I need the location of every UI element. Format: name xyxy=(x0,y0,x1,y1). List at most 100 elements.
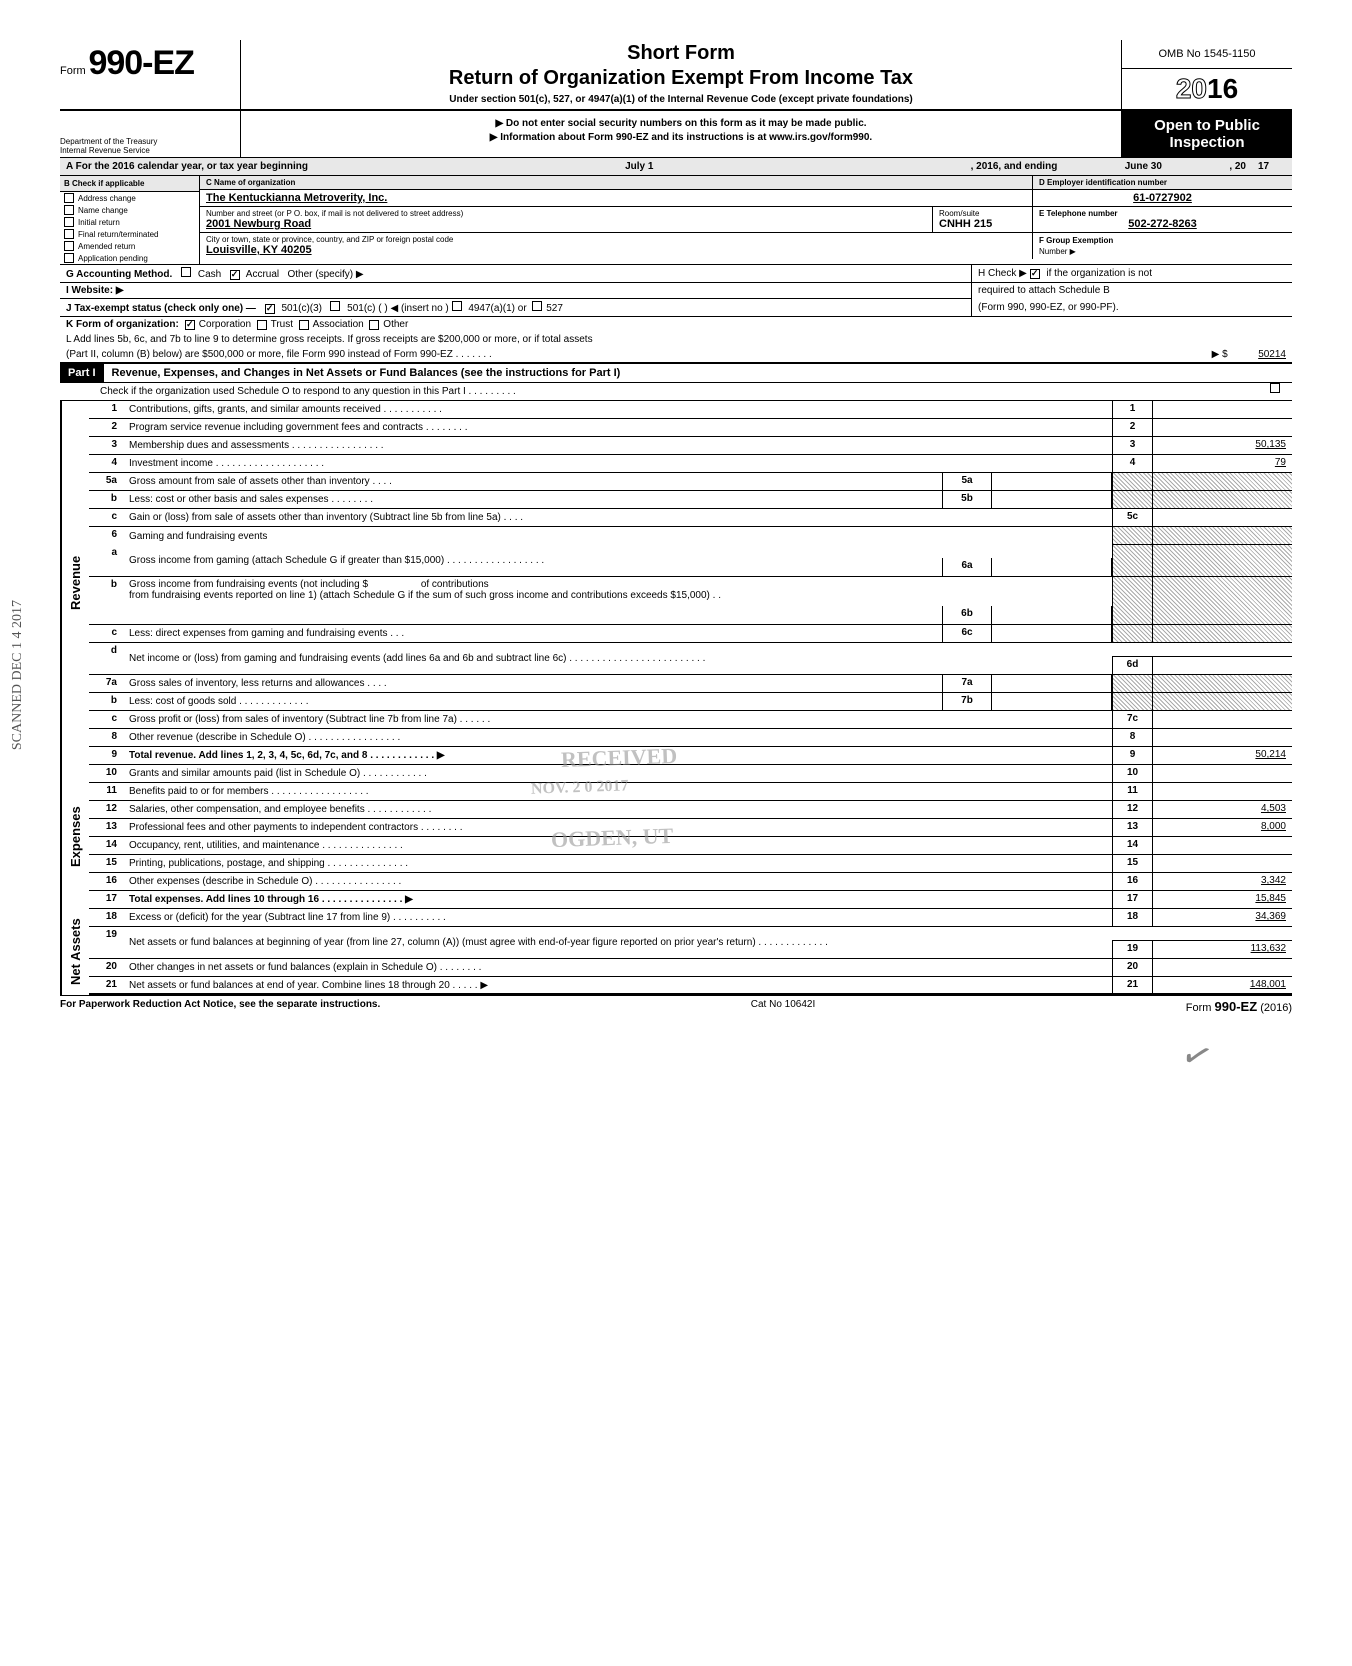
g-other: Other (specify) ▶ xyxy=(288,269,364,280)
c-label: C Name of organization xyxy=(200,176,1032,190)
check-amended: Amended return xyxy=(60,240,199,252)
f-label: F Group Exemption xyxy=(1039,236,1113,245)
line-num: 10 xyxy=(89,765,125,782)
col-b: B Check if applicable Address change Nam… xyxy=(60,176,200,264)
line-desc: Investment income . . . . . . . . . . . … xyxy=(125,455,1112,472)
line-desc: Less: cost or other basis and sales expe… xyxy=(125,491,942,508)
checkbox-h[interactable]: ✓ xyxy=(1030,269,1040,279)
h-cell: H Check ▶ ✓ if the organization is not xyxy=(972,266,1292,281)
row-k: K Form of organization: ✓ Corporation Tr… xyxy=(60,317,1292,332)
omb-number: OMB No 1545-1150 xyxy=(1122,40,1292,69)
checkbox-cash[interactable] xyxy=(181,267,191,277)
revenue-label: Revenue xyxy=(61,401,89,765)
checkbox-icon[interactable] xyxy=(64,193,74,203)
city-label: City or town, state or province, country… xyxy=(206,235,1026,244)
amount-box xyxy=(1152,959,1292,976)
ein-value: 61-0727902 xyxy=(1039,192,1286,204)
revenue-lines: 1Contributions, gifts, grants, and simil… xyxy=(89,401,1292,765)
g-cash: Cash xyxy=(198,269,221,280)
row-g: G Accounting Method. Cash ✓ Accrual Othe… xyxy=(60,265,1292,283)
g-label: G Accounting Method. xyxy=(66,269,172,280)
num-box-shaded xyxy=(1112,577,1152,624)
line-num: 20 xyxy=(89,959,125,976)
num-box: 5c xyxy=(1112,509,1152,526)
amount-box xyxy=(1152,656,1292,674)
sub-box: 6b xyxy=(942,606,992,624)
num-box-shaded xyxy=(1112,675,1152,692)
line-num: 16 xyxy=(89,873,125,890)
num-box-shaded xyxy=(1112,625,1152,642)
checkbox-501c3[interactable]: ✓ xyxy=(265,304,275,314)
checkbox-icon[interactable] xyxy=(64,229,74,239)
line-num: b xyxy=(89,577,125,624)
line-desc: Gross sales of inventory, less returns a… xyxy=(125,675,942,692)
j-label: J Tax-exempt status (check only one) — xyxy=(66,303,256,314)
part1-check-desc: Check if the organization used Schedule … xyxy=(96,383,1262,400)
checkbox-other[interactable] xyxy=(369,320,379,330)
city-row: City or town, state or province, country… xyxy=(200,233,1292,259)
row-l2: (Part II, column (B) below) are $500,000… xyxy=(60,347,1292,363)
sub-box: 7a xyxy=(942,675,992,692)
checkbox-trust[interactable] xyxy=(257,320,267,330)
tax-year: 2016 xyxy=(1122,69,1292,109)
line17-bold: Total expenses. Add lines 10 through 16 … xyxy=(129,894,413,905)
checkbox-icon[interactable] xyxy=(64,253,74,263)
amount-box xyxy=(1152,855,1292,872)
omb-cell: OMB No 1545-1150 2016 xyxy=(1122,40,1292,109)
checkbox-assoc[interactable] xyxy=(299,320,309,330)
sub-value xyxy=(992,606,1112,624)
amount-box: 79 xyxy=(1152,455,1292,472)
checkbox-icon[interactable] xyxy=(64,217,74,227)
num-box: 1 xyxy=(1112,401,1152,418)
checkbox-accrual[interactable]: ✓ xyxy=(230,270,240,280)
checkbox-501c[interactable] xyxy=(330,301,340,311)
line-num: 5a xyxy=(89,473,125,490)
amount-box: 148,001 xyxy=(1152,977,1292,993)
amount-box-shaded xyxy=(1152,693,1292,710)
num-box-shaded xyxy=(1112,545,1152,576)
num-box: 19 xyxy=(1112,940,1152,958)
check-label: Initial return xyxy=(78,218,120,227)
line-desc: Excess or (deficit) for the year (Subtra… xyxy=(125,909,1112,926)
part1-check-row: Check if the organization used Schedule … xyxy=(60,383,1292,401)
checkbox-527[interactable] xyxy=(532,301,542,311)
line-desc: Other expenses (describe in Schedule O) … xyxy=(125,873,1112,890)
sub-box: 6c xyxy=(942,625,992,642)
amount-box xyxy=(1152,837,1292,854)
check-label: Final return/terminated xyxy=(78,230,158,239)
line-num: 19 xyxy=(89,927,125,958)
expenses-section: RECEIVED NOV. 2 0 2017 OGDEN, UT Expense… xyxy=(60,765,1292,909)
line-num: b xyxy=(89,491,125,508)
phone-value: 502-272-8263 xyxy=(1039,218,1286,230)
line-num: 21 xyxy=(89,977,125,993)
checkbox-schedule-o[interactable] xyxy=(1270,383,1280,393)
blank-num xyxy=(60,383,96,400)
line-num: 12 xyxy=(89,801,125,818)
line-num: b xyxy=(89,693,125,710)
addr-label: Number and street (or P O. box, if mail … xyxy=(206,209,926,218)
h1: H Check ▶ xyxy=(978,268,1027,279)
line-num: 8 xyxy=(89,729,125,746)
num-box: 20 xyxy=(1112,959,1152,976)
line-desc: Gaming and fundraising events xyxy=(125,527,1112,545)
checkbox-icon[interactable] xyxy=(64,241,74,251)
num-box: 11 xyxy=(1112,783,1152,800)
checkbox-icon[interactable] xyxy=(64,205,74,215)
check-label: Application pending xyxy=(78,254,148,263)
row-a-mid: , 2016, and ending xyxy=(965,158,1064,175)
d-label: D Employer identification number xyxy=(1033,176,1292,190)
f-label2: Number ▶ xyxy=(1039,247,1076,256)
desc-6b-3: from fundraising events reported on line… xyxy=(129,590,721,601)
scanned-stamp: SCANNED DEC 1 4 2017 xyxy=(10,600,26,750)
checkbox-corp[interactable]: ✓ xyxy=(185,320,195,330)
footer-right-prefix: Form xyxy=(1186,1002,1215,1014)
main-title: Return of Organization Exempt From Incom… xyxy=(249,67,1113,90)
room-label: Room/suite xyxy=(939,209,1026,218)
num-box: 9 xyxy=(1112,747,1152,764)
num-box: 8 xyxy=(1112,729,1152,746)
checkbox-4947[interactable] xyxy=(452,301,462,311)
part1-label: Part I xyxy=(60,364,104,382)
sub-value xyxy=(992,491,1112,508)
part1-header-row: Part I Revenue, Expenses, and Changes in… xyxy=(60,363,1292,383)
check-final-return: Final return/terminated xyxy=(60,228,199,240)
